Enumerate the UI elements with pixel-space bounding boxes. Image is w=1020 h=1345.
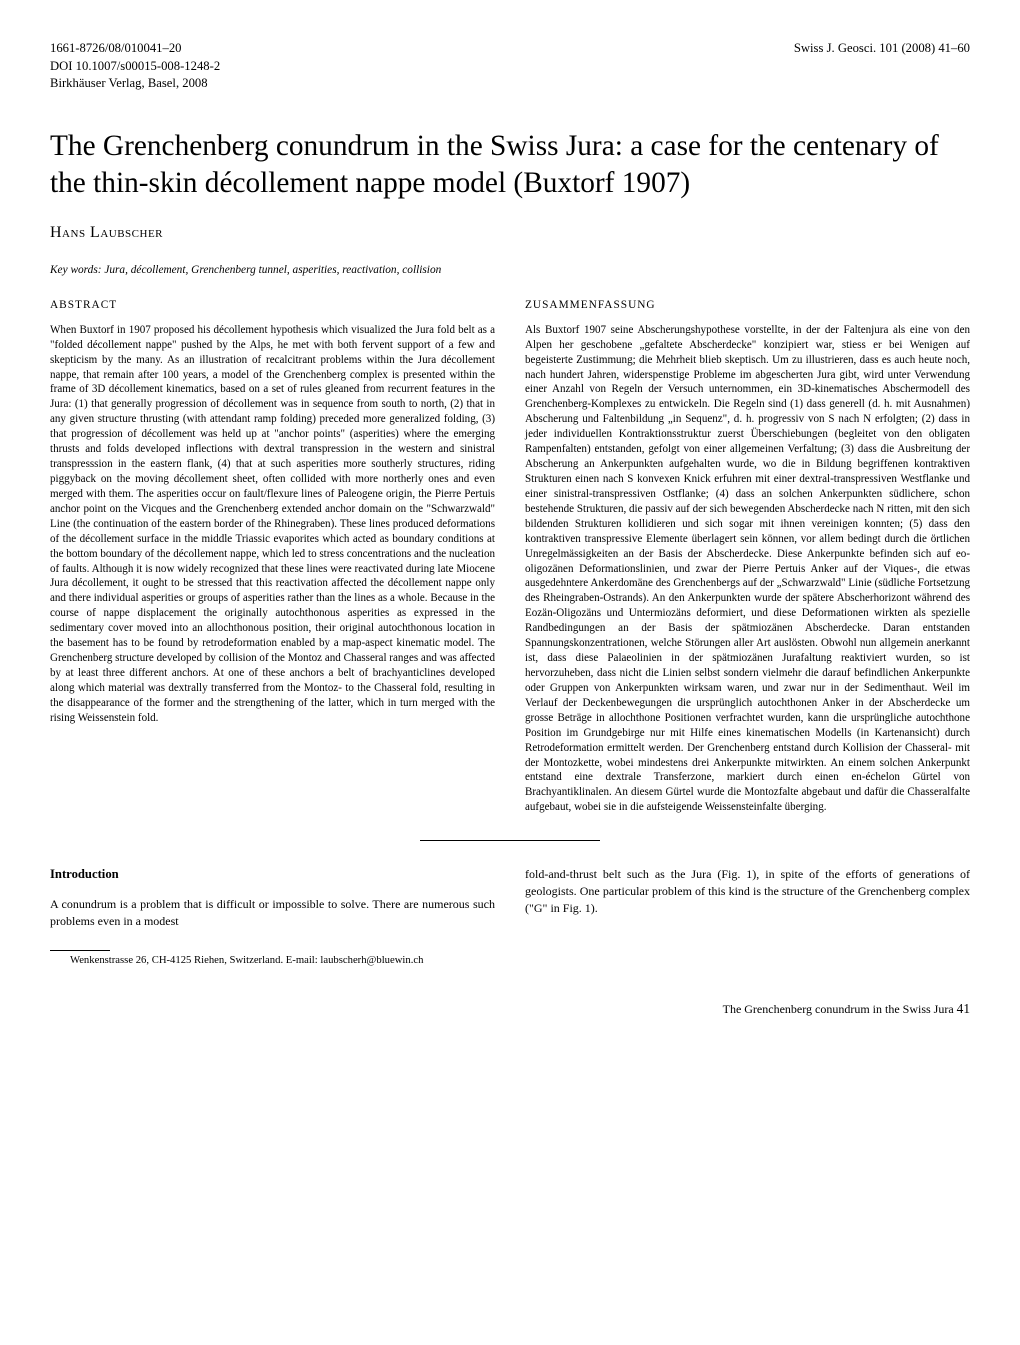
keywords-text: Jura, décollement, Grenchenberg tunnel, … bbox=[102, 264, 442, 276]
intro-heading: Introduction bbox=[50, 866, 495, 884]
abstract-column-right: ZUSAMMENFASSUNG Als Buxtorf 1907 seine A… bbox=[525, 298, 970, 816]
zusammenfassung-text: Als Buxtorf 1907 seine Abscherungshypoth… bbox=[525, 323, 970, 815]
page-number: 41 bbox=[957, 1001, 970, 1016]
footnote-divider bbox=[50, 950, 110, 951]
keywords-line: Key words: Jura, décollement, Grenchenbe… bbox=[50, 264, 970, 276]
abstract-columns: ABSTRACT When Buxtorf in 1907 proposed h… bbox=[50, 298, 970, 816]
abstract-column-left: ABSTRACT When Buxtorf in 1907 proposed h… bbox=[50, 298, 495, 816]
intro-column-right: fold-and-thrust belt such as the Jura (F… bbox=[525, 866, 970, 955]
article-title: The Grenchenberg conundrum in the Swiss … bbox=[50, 128, 970, 201]
header-info: 1661-8726/08/010041–20 DOI 10.1007/s0001… bbox=[50, 40, 970, 93]
publisher-line: Birkhäuser Verlag, Basel, 2008 bbox=[50, 75, 220, 93]
zusammenfassung-heading: ZUSAMMENFASSUNG bbox=[525, 298, 970, 313]
issn-line: 1661-8726/08/010041–20 bbox=[50, 40, 220, 58]
keywords-label: Key words: bbox=[50, 264, 102, 276]
abstract-text: When Buxtorf in 1907 proposed his décoll… bbox=[50, 323, 495, 726]
section-divider bbox=[420, 840, 600, 841]
intro-text-left: A conundrum is a problem that is difficu… bbox=[50, 896, 495, 930]
page-footer: The Grenchenberg conundrum in the Swiss … bbox=[50, 1001, 970, 1017]
abstract-heading: ABSTRACT bbox=[50, 298, 495, 313]
journal-citation: Swiss J. Geosci. 101 (2008) 41–60 bbox=[794, 40, 970, 58]
intro-text-right: fold-and-thrust belt such as the Jura (F… bbox=[525, 866, 970, 916]
author-name: Hans Laubscher bbox=[50, 224, 970, 242]
header-right: Swiss J. Geosci. 101 (2008) 41–60 bbox=[794, 40, 970, 93]
intro-section: Introduction A conundrum is a problem th… bbox=[50, 866, 970, 955]
footer-text: The Grenchenberg conundrum in the Swiss … bbox=[723, 1002, 954, 1016]
doi-line: DOI 10.1007/s00015-008-1248-2 bbox=[50, 58, 220, 76]
intro-column-left: Introduction A conundrum is a problem th… bbox=[50, 866, 495, 955]
header-left: 1661-8726/08/010041–20 DOI 10.1007/s0001… bbox=[50, 40, 220, 93]
footnote-text: Wenkenstrasse 26, CH-4125 Riehen, Switze… bbox=[50, 955, 970, 966]
